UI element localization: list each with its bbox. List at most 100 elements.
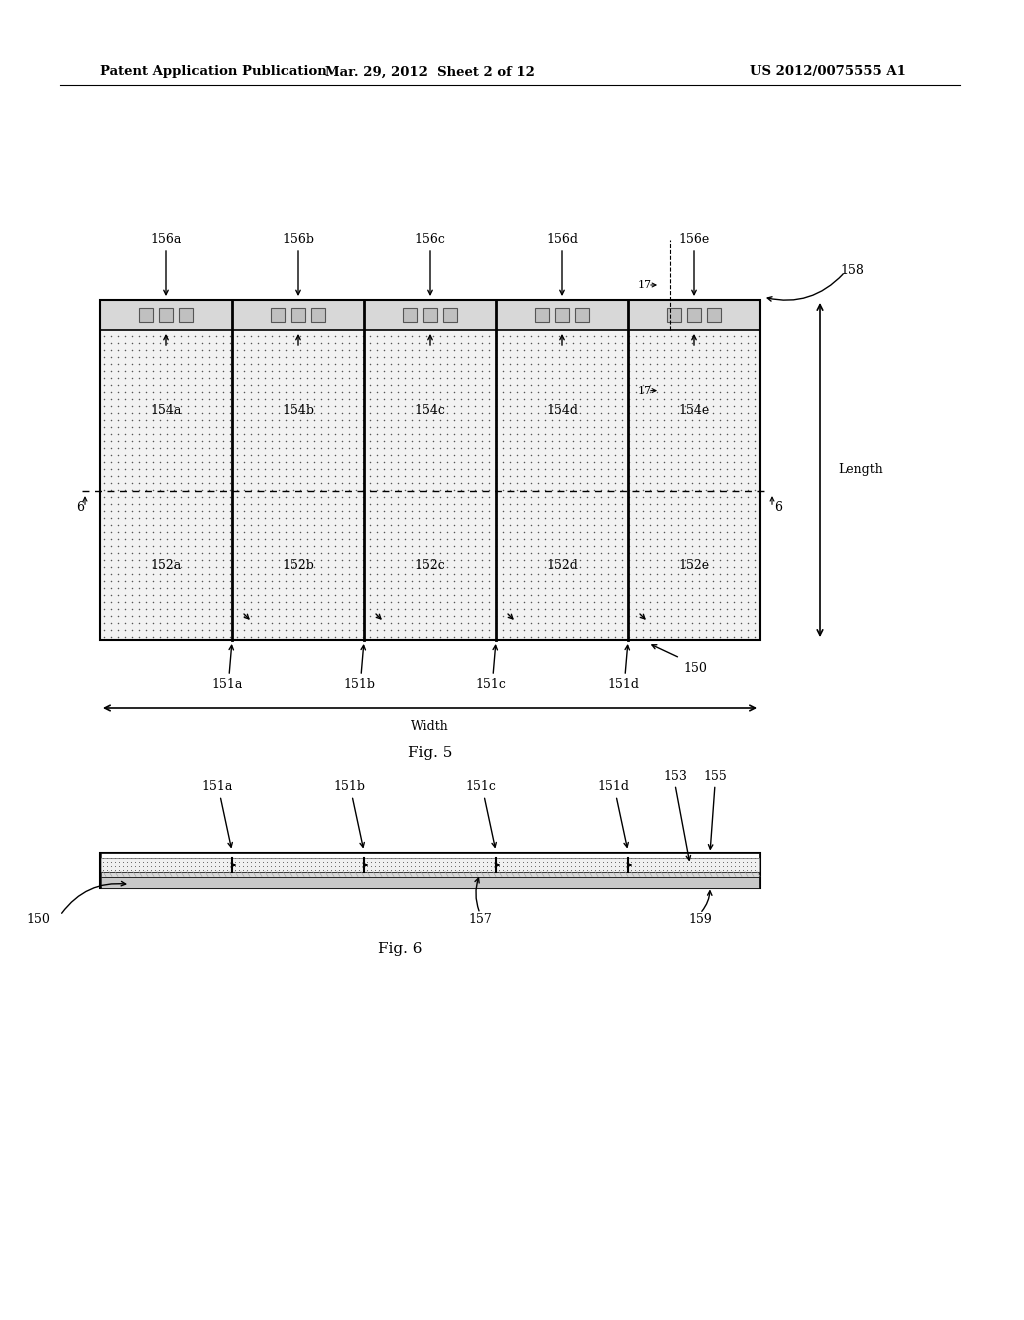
Point xyxy=(318,855,335,876)
Point xyxy=(298,331,314,352)
Point xyxy=(199,855,215,876)
Point xyxy=(567,847,584,869)
Point xyxy=(466,486,482,507)
Point xyxy=(712,395,728,416)
Point xyxy=(327,346,343,367)
Point xyxy=(172,556,188,577)
Point xyxy=(172,401,188,422)
Point xyxy=(690,388,707,409)
Point xyxy=(376,612,392,634)
Point xyxy=(529,562,546,583)
Point xyxy=(583,859,599,880)
Point xyxy=(234,847,251,869)
Point xyxy=(298,416,314,437)
Point xyxy=(641,500,657,521)
Point xyxy=(117,591,133,612)
Point xyxy=(515,492,531,513)
Point xyxy=(648,401,665,422)
Point xyxy=(502,521,518,543)
Point xyxy=(486,855,503,876)
Point xyxy=(718,626,734,647)
Point xyxy=(239,855,255,876)
Point xyxy=(550,528,566,549)
Point xyxy=(495,479,511,500)
Point xyxy=(340,444,356,465)
Point xyxy=(369,605,385,626)
Point xyxy=(214,507,230,528)
Point xyxy=(354,360,371,381)
Point xyxy=(312,619,329,640)
Point xyxy=(278,535,294,556)
Point xyxy=(453,549,469,570)
Point xyxy=(705,583,721,605)
Point xyxy=(298,473,314,494)
Point xyxy=(466,381,482,403)
Point xyxy=(144,352,161,374)
Point xyxy=(137,549,154,570)
Point xyxy=(152,486,168,507)
Point xyxy=(683,528,699,549)
Point xyxy=(396,570,413,591)
Point xyxy=(411,521,427,543)
Point xyxy=(550,549,566,570)
Point xyxy=(711,851,727,873)
Point xyxy=(495,598,511,619)
Point xyxy=(655,513,672,535)
Point xyxy=(411,507,427,528)
Point xyxy=(214,521,230,543)
Point xyxy=(586,325,602,346)
Point xyxy=(291,352,307,374)
Point xyxy=(361,451,378,473)
Point xyxy=(236,492,252,513)
Point xyxy=(634,325,650,346)
Point xyxy=(249,367,265,388)
Point xyxy=(347,543,364,564)
Point xyxy=(376,605,392,626)
Point xyxy=(599,577,615,598)
Point xyxy=(515,458,531,479)
Point xyxy=(614,851,631,873)
Point xyxy=(159,528,175,549)
Point xyxy=(719,855,735,876)
Point xyxy=(389,562,406,583)
Point xyxy=(221,500,238,521)
Point xyxy=(529,409,546,430)
Point xyxy=(347,562,364,583)
Point xyxy=(676,577,692,598)
Point xyxy=(95,507,112,528)
Point xyxy=(648,451,665,473)
Point xyxy=(221,598,238,619)
Point xyxy=(480,352,497,374)
Point xyxy=(641,619,657,640)
Point xyxy=(579,500,595,521)
Point xyxy=(186,444,203,465)
Point xyxy=(705,479,721,500)
Point xyxy=(361,612,378,634)
Point xyxy=(592,513,608,535)
Point xyxy=(460,605,476,626)
Point xyxy=(564,381,581,403)
Point xyxy=(466,331,482,352)
Point xyxy=(712,562,728,583)
Point xyxy=(102,367,119,388)
Point xyxy=(550,331,566,352)
Point xyxy=(183,859,200,880)
Point xyxy=(318,847,335,869)
Point xyxy=(683,492,699,513)
Point xyxy=(515,535,531,556)
Point xyxy=(411,401,427,422)
Point xyxy=(438,626,455,647)
Point xyxy=(487,535,504,556)
Point xyxy=(460,556,476,577)
Point xyxy=(606,331,623,352)
Point xyxy=(333,451,349,473)
Point xyxy=(648,521,665,543)
Point xyxy=(278,528,294,549)
Point xyxy=(715,847,731,869)
Point xyxy=(214,528,230,549)
Point xyxy=(228,473,245,494)
Point xyxy=(613,500,630,521)
Point xyxy=(403,352,420,374)
Point xyxy=(628,598,644,619)
Point xyxy=(550,570,566,591)
